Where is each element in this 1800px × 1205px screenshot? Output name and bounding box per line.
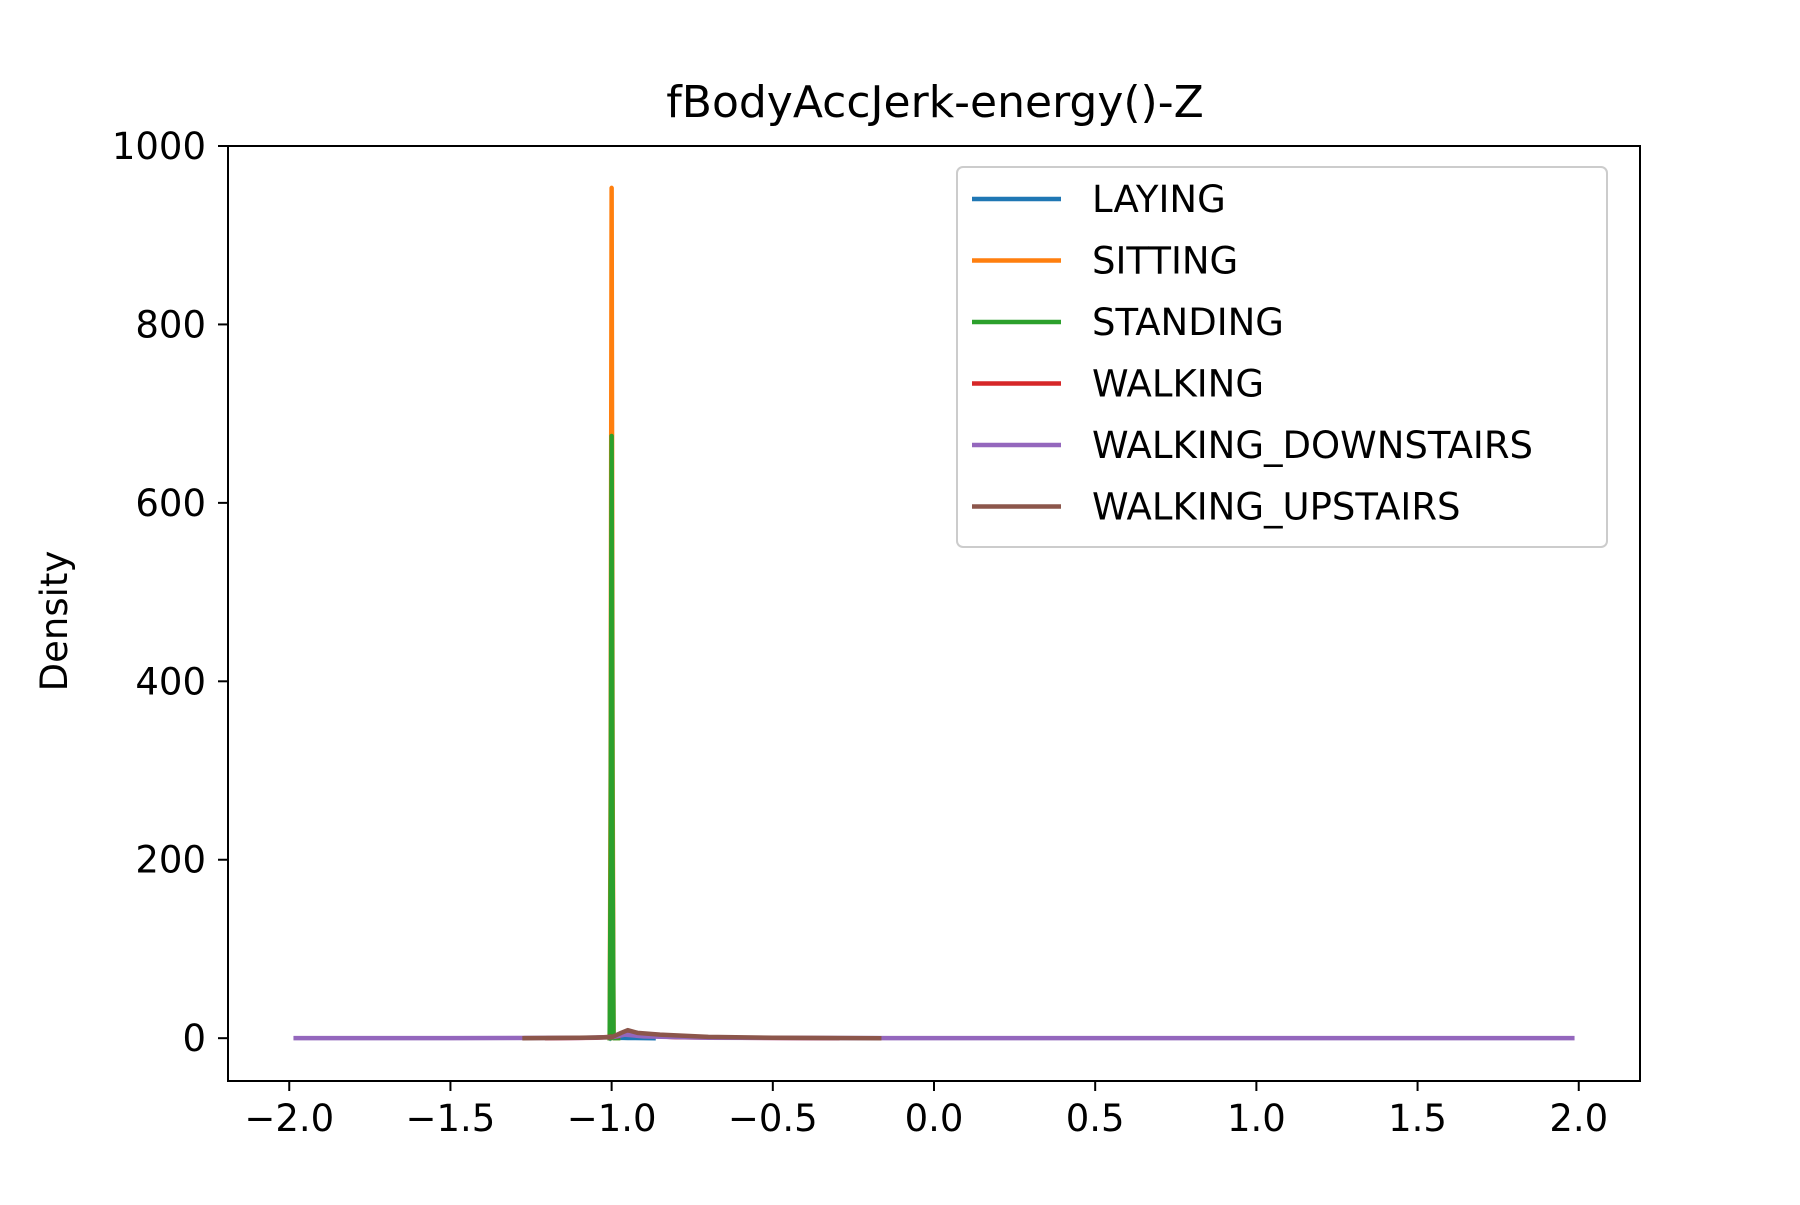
x-tick-label: −0.5 xyxy=(728,1097,818,1140)
x-tick-label: 1.0 xyxy=(1227,1097,1286,1140)
x-tick-label: 0.0 xyxy=(905,1097,964,1140)
legend-label-sitting: SITTING xyxy=(1092,240,1238,283)
axis-ticks: −2.0 −1.5 −1.0 −0.5 0.0 0.5 1.0 1.5 2.0 0 200 400 60… xyxy=(112,125,1608,1140)
series-line-walking-downstairs xyxy=(293,1032,1575,1041)
x-tick-label: 2.0 xyxy=(1549,1097,1608,1140)
y-tick-label: 600 xyxy=(135,482,206,525)
legend-label-walking: WALKING xyxy=(1092,363,1264,406)
legend-label-standing: STANDING xyxy=(1092,301,1284,344)
y-tick-label: 200 xyxy=(135,839,206,882)
x-tick-label: −1.0 xyxy=(567,1097,657,1140)
legend-box xyxy=(956,166,1608,548)
series-line-walking-upstairs xyxy=(522,1027,882,1041)
plot-area xyxy=(227,145,1641,1082)
y-tick-label: 1000 xyxy=(112,125,206,168)
series-line-standing xyxy=(607,433,621,1041)
legend-label-walking-upstairs: WALKING_UPSTAIRS xyxy=(1092,486,1461,529)
x-tick-label: −2.0 xyxy=(244,1097,334,1140)
legend-label-laying: LAYING xyxy=(1092,178,1226,221)
x-tick-label: 1.5 xyxy=(1388,1097,1447,1140)
y-tick-label: 0 xyxy=(182,1017,206,1060)
x-tick-label: −1.5 xyxy=(406,1097,496,1140)
x-tick-label: 0.5 xyxy=(1066,1097,1125,1140)
y-axis-label: Density xyxy=(33,551,76,692)
y-tick-label: 800 xyxy=(135,303,206,346)
chart-title: fBodyAccJerk-energy()-Z xyxy=(666,77,1203,128)
legend: LAYING SITTING STANDING WALKING WALKING_DOWN… xyxy=(956,166,1608,548)
y-tick-label: 400 xyxy=(135,660,206,703)
legend-label-walking-downstairs: WALKING_DOWNSTAIRS xyxy=(1092,424,1533,467)
